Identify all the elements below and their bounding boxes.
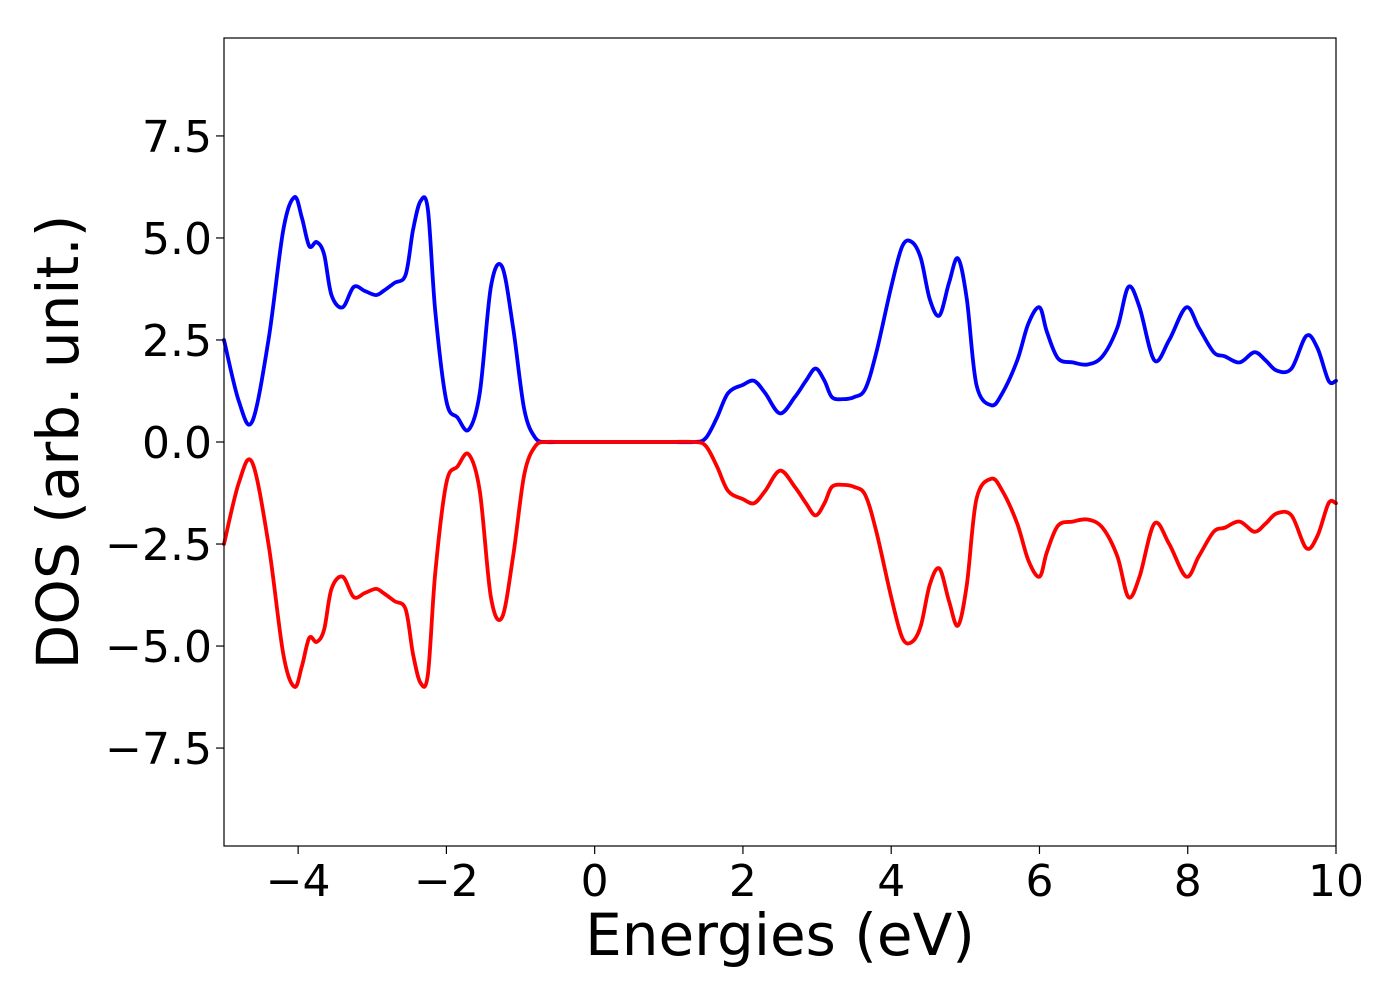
x-tick-label: 8 — [1174, 856, 1202, 907]
y-tick-label: −5.0 — [105, 622, 212, 673]
x-tick-label: 6 — [1025, 856, 1053, 907]
x-tick-label: −4 — [266, 856, 331, 907]
y-tick-label: 2.5 — [142, 316, 212, 367]
x-tick-label: 10 — [1308, 856, 1364, 907]
plot-area — [222, 195, 1338, 689]
plot-frame — [223, 37, 1337, 847]
y-tick-label: −2.5 — [105, 520, 212, 571]
x-tick-label: 4 — [877, 856, 905, 907]
y-tick-label: −7.5 — [105, 724, 212, 775]
x-tick-label: −2 — [414, 856, 479, 907]
x-tick-label: 2 — [729, 856, 757, 907]
y-tick-label: 5.0 — [142, 214, 212, 265]
y-tick-label: 0.0 — [142, 418, 212, 469]
x-axis-label: Energies (eV) — [585, 901, 975, 969]
x-tick-label: 0 — [581, 856, 609, 907]
x-axis-ticks: −4 −2 0 2 4 6 8 10 — [266, 846, 1364, 907]
dos-spin-down-line — [222, 439, 1338, 689]
y-tick-label: 7.5 — [142, 112, 212, 163]
y-axis-label: DOS (arb. unit.) — [24, 215, 92, 670]
dos-spin-up-line — [222, 195, 1338, 445]
y-axis-ticks: −7.5 −5.0 −2.5 0.0 2.5 5.0 7.5 — [105, 112, 224, 775]
